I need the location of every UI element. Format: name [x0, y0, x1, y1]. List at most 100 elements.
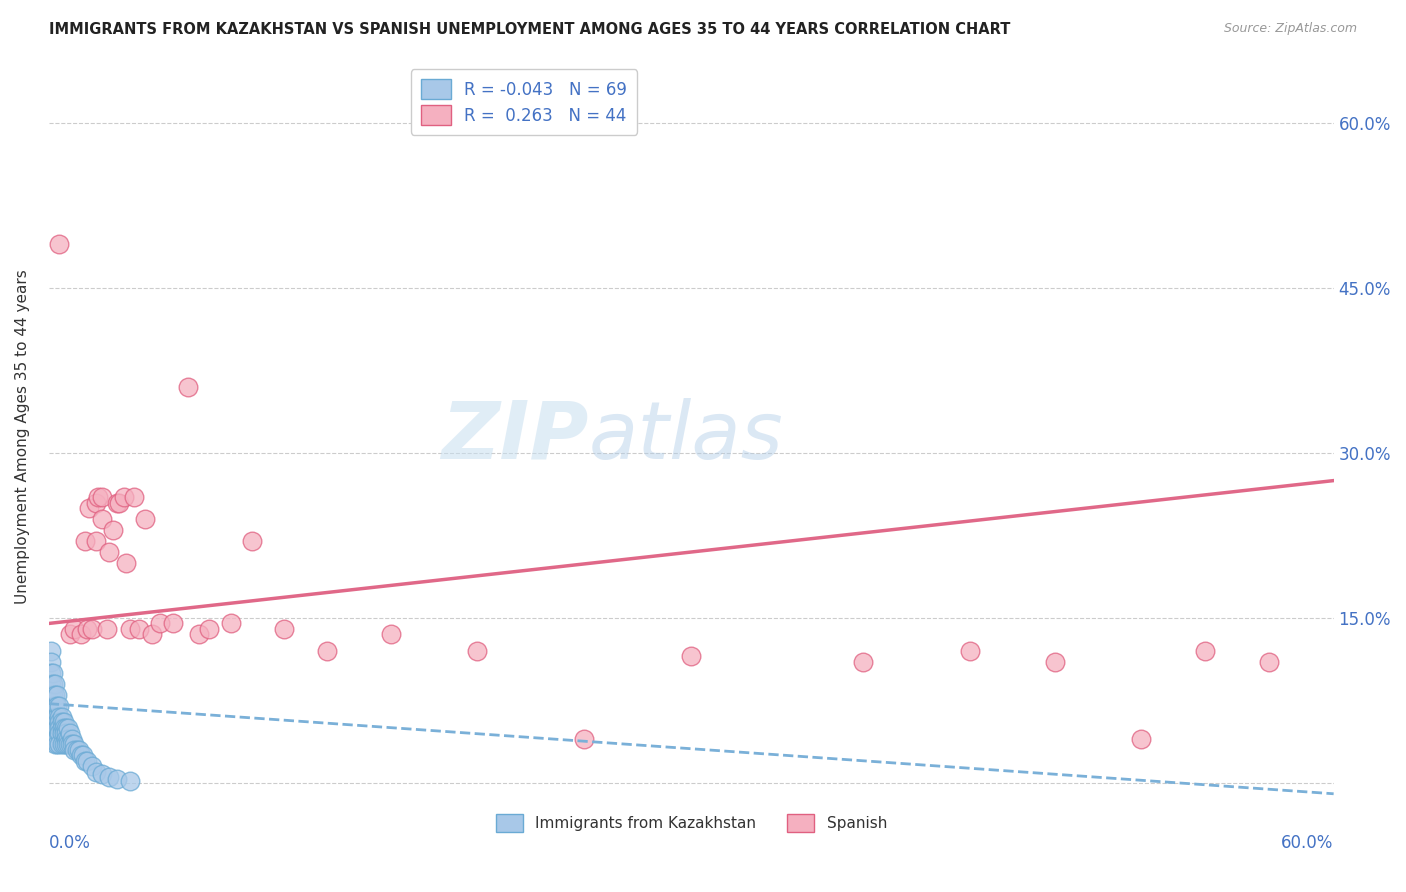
Point [42, 688, 65, 702]
Point [76, 754, 98, 768]
Point [120, 773, 142, 788]
Point [105, 495, 128, 509]
Point [60, 731, 83, 746]
Point [46, 715, 69, 730]
Point [96, 622, 118, 636]
Point [39, 644, 62, 658]
Point [51, 710, 73, 724]
Point [44, 721, 66, 735]
Point [42, 698, 65, 713]
Point [46, 731, 69, 746]
Point [46, 688, 69, 702]
Point [141, 627, 163, 641]
Point [39, 665, 62, 680]
Point [149, 616, 172, 631]
Point [44, 688, 66, 702]
Point [52, 737, 75, 751]
Point [681, 649, 703, 664]
Point [42, 731, 65, 746]
Point [55, 731, 77, 746]
Legend: Immigrants from Kazakhstan, Spanish: Immigrants from Kazakhstan, Spanish [489, 808, 893, 838]
Point [39, 655, 62, 669]
Point [97, 770, 120, 784]
Point [59, 627, 82, 641]
Point [572, 731, 595, 746]
Point [79, 501, 101, 516]
Point [60, 737, 83, 751]
Point [380, 627, 402, 641]
Point [44, 737, 66, 751]
Point [75, 534, 97, 549]
Point [1194, 644, 1216, 658]
Point [51, 715, 73, 730]
Point [101, 523, 124, 537]
Point [44, 715, 66, 730]
Point [84, 495, 107, 509]
Point [91, 512, 114, 526]
Text: ZIP: ZIP [441, 398, 588, 475]
Point [48, 237, 70, 252]
Text: 60.0%: 60.0% [1281, 834, 1334, 852]
Point [75, 754, 97, 768]
Point [84, 534, 107, 549]
Point [134, 512, 156, 526]
Point [219, 616, 242, 631]
Point [1129, 731, 1152, 746]
Point [56, 731, 79, 746]
Point [273, 622, 295, 636]
Text: Source: ZipAtlas.com: Source: ZipAtlas.com [1223, 22, 1357, 36]
Point [51, 737, 73, 751]
Point [240, 534, 263, 549]
Point [44, 710, 66, 724]
Point [56, 721, 79, 735]
Point [63, 737, 86, 751]
Point [76, 622, 98, 636]
Point [70, 627, 93, 641]
Text: atlas: atlas [588, 398, 783, 475]
Point [42, 665, 65, 680]
Point [56, 737, 79, 751]
Point [1258, 655, 1281, 669]
Point [97, 545, 120, 559]
Point [87, 490, 110, 504]
Point [55, 726, 77, 740]
Point [52, 721, 75, 735]
Point [59, 737, 82, 751]
Point [46, 737, 69, 751]
Point [42, 710, 65, 724]
Point [44, 677, 66, 691]
Point [108, 495, 131, 509]
Point [851, 655, 873, 669]
Point [67, 743, 90, 757]
Point [46, 698, 69, 713]
Point [63, 743, 86, 757]
Point [63, 622, 86, 636]
Point [42, 677, 65, 691]
Point [80, 622, 103, 636]
Point [39, 688, 62, 702]
Point [48, 737, 70, 751]
Point [112, 490, 135, 504]
Point [84, 764, 107, 779]
Point [46, 710, 69, 724]
Point [1045, 655, 1067, 669]
Point [128, 622, 150, 636]
Point [120, 622, 142, 636]
Point [55, 737, 77, 751]
Y-axis label: Unemployment Among Ages 35 to 44 years: Unemployment Among Ages 35 to 44 years [15, 269, 30, 604]
Point [55, 721, 77, 735]
Point [52, 726, 75, 740]
Point [115, 556, 138, 570]
Point [80, 759, 103, 773]
Point [91, 767, 114, 781]
Point [105, 772, 128, 787]
Point [39, 677, 62, 691]
Point [44, 731, 66, 746]
Point [72, 748, 94, 763]
Point [42, 726, 65, 740]
Point [124, 490, 146, 504]
Point [52, 715, 75, 730]
Point [198, 622, 221, 636]
Point [42, 715, 65, 730]
Point [46, 721, 69, 735]
